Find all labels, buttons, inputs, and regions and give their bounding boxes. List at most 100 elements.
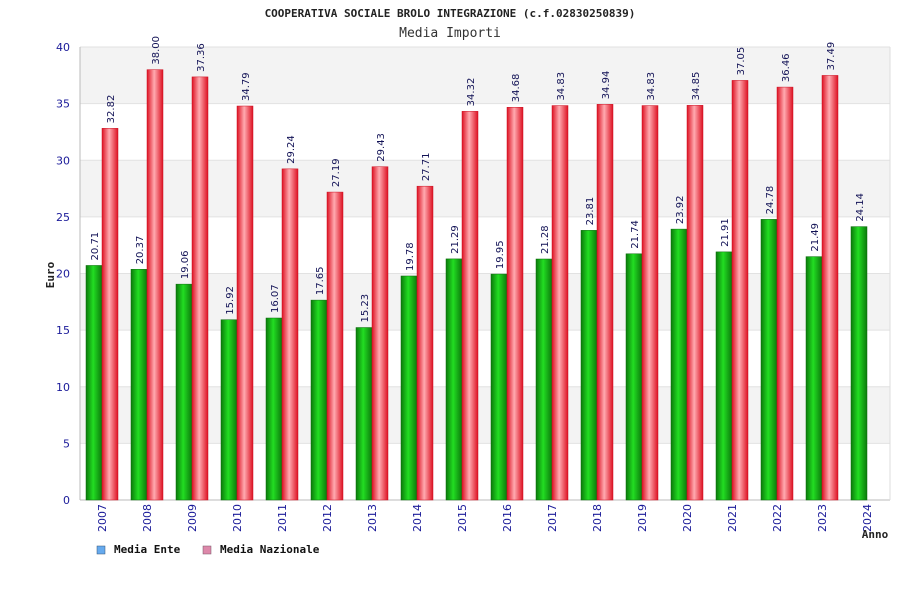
bar-media-nazionale (101, 128, 119, 501)
bar-media-ente (625, 253, 643, 501)
x-tick-label: 2009 (186, 504, 199, 532)
value-label-media-nazionale: 38.00 (151, 36, 162, 65)
value-label-media-nazionale: 34.79 (241, 72, 252, 101)
legend: Media Ente Media Nazionale (96, 543, 320, 556)
value-label-media-nazionale: 34.94 (601, 71, 612, 100)
legend-label-media-nazionale: Media Nazionale (220, 543, 320, 556)
x-tick-label: 2008 (141, 504, 154, 532)
x-tick-label: 2023 (816, 504, 829, 532)
y-axis-label: Euro (44, 261, 57, 288)
y-tick-label: 20 (56, 268, 70, 281)
chart-title: COOPERATIVA SOCIALE BROLO INTEGRAZIONE (… (265, 7, 636, 20)
y-tick-label: 10 (56, 381, 70, 394)
legend-swatch-media-nazionale (202, 545, 212, 555)
bar-media-ente (805, 256, 823, 501)
bar-media-nazionale (596, 104, 614, 501)
bar-media-ente (490, 273, 508, 501)
bar-media-ente (265, 317, 283, 501)
grid-band (80, 216, 890, 274)
y-tick-label: 35 (56, 98, 70, 111)
bar-media-nazionale (551, 105, 569, 501)
x-axis-label: Anno (862, 528, 889, 541)
x-tick-label: 2016 (501, 504, 514, 532)
x-tick-label: 2020 (681, 504, 694, 532)
value-label-media-ente: 21.49 (810, 223, 821, 252)
x-axis-ticks: 2007 2008 2009 2010 2011 2012 2013 2014 2015 2016… (96, 504, 874, 532)
bar-media-ente (175, 283, 193, 501)
chart-subtitle: Media Importi (399, 26, 501, 41)
value-label-media-nazionale: 27.19 (331, 158, 342, 187)
value-label-media-ente: 24.14 (855, 193, 866, 222)
x-tick-label: 2017 (546, 504, 559, 532)
value-label-media-ente: 19.78 (405, 242, 416, 271)
value-label-media-ente: 21.91 (720, 218, 731, 247)
x-tick-label: 2010 (231, 504, 244, 532)
value-label-media-nazionale: 27.71 (421, 153, 432, 182)
value-label-media-ente: 20.37 (135, 236, 146, 265)
value-label-media-ente: 15.92 (225, 286, 236, 315)
x-tick-label: 2019 (636, 504, 649, 532)
bar-media-nazionale (821, 75, 839, 501)
x-tick-label: 2013 (366, 504, 379, 532)
value-label-media-ente: 16.07 (270, 284, 281, 313)
grid-band (80, 443, 890, 500)
bar-media-ente (850, 226, 868, 501)
value-label-media-nazionale: 32.82 (106, 95, 117, 124)
value-label-media-ente: 21.29 (450, 225, 461, 254)
bar-media-nazionale (236, 105, 254, 501)
bar-media-ente (670, 228, 688, 501)
value-label-media-nazionale: 37.36 (196, 43, 207, 72)
bar-media-nazionale (641, 105, 659, 501)
legend-swatch-media-ente (96, 545, 106, 555)
bar-media-ente (355, 327, 373, 501)
bar-media-nazionale (506, 106, 524, 501)
x-tick-label: 2015 (456, 504, 469, 532)
bar-media-ente (760, 219, 778, 501)
bars: 20.71 32.82 20.37 38.00 19.06 37.36 15.92 34.79… (85, 36, 868, 501)
bar-media-ente (535, 258, 553, 501)
bar-media-nazionale (776, 86, 794, 501)
value-label-media-ente: 19.95 (495, 240, 506, 269)
plot-background (79, 46, 891, 501)
bar-media-nazionale (416, 185, 434, 501)
bar-media-nazionale (686, 105, 704, 501)
y-tick-label: 40 (56, 41, 70, 54)
value-label-media-nazionale: 37.49 (826, 42, 837, 71)
value-label-media-nazionale: 36.46 (781, 53, 792, 82)
bar-media-nazionale (371, 166, 389, 501)
value-label-media-ente: 21.28 (540, 225, 551, 254)
grid-band (80, 103, 890, 161)
value-label-media-ente: 15.23 (360, 294, 371, 323)
grid-band (80, 386, 890, 444)
value-label-media-nazionale: 34.83 (646, 72, 657, 101)
bar-media-ente (310, 299, 328, 501)
value-label-media-ente: 17.65 (315, 266, 326, 295)
bar-media-ente (400, 275, 418, 501)
x-tick-label: 2024 (861, 504, 874, 532)
value-label-media-ente: 20.71 (90, 232, 101, 261)
bar-media-nazionale (326, 191, 344, 501)
bar-media-nazionale (461, 111, 479, 501)
value-label-media-nazionale: 34.85 (691, 72, 702, 101)
value-label-media-nazionale: 37.05 (736, 47, 747, 76)
x-tick-label: 2018 (591, 504, 604, 532)
grid-band (80, 47, 890, 104)
grid-band (80, 330, 890, 387)
x-tick-label: 2022 (771, 504, 784, 532)
value-label-media-nazionale: 34.68 (511, 74, 522, 103)
bar-media-ente (85, 265, 103, 501)
y-tick-label: 5 (63, 437, 70, 450)
value-label-media-ente: 19.06 (180, 251, 191, 280)
bar-media-ente (445, 258, 463, 501)
value-label-media-nazionale: 29.43 (376, 133, 387, 162)
bar-media-ente (715, 251, 733, 501)
x-tick-label: 2012 (321, 504, 334, 532)
legend-label-media-ente: Media Ente (114, 543, 181, 556)
bar-media-ente (580, 230, 598, 501)
x-tick-label: 2011 (276, 504, 289, 532)
bar-media-nazionale (191, 76, 209, 501)
value-label-media-ente: 21.74 (630, 220, 641, 249)
grid-band (80, 160, 890, 217)
bar-media-ente (130, 269, 148, 501)
